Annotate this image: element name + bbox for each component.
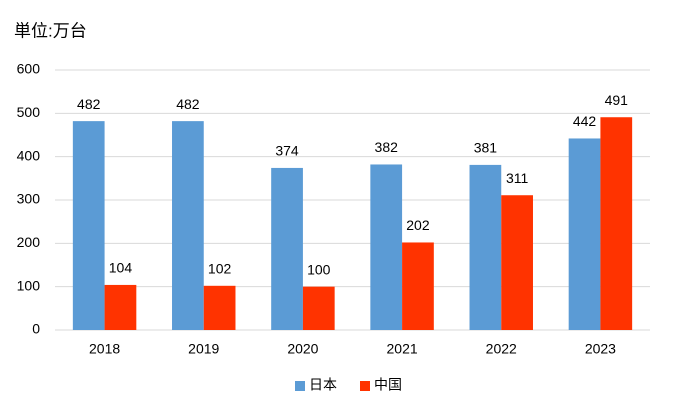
x-tick-label: 2019: [188, 341, 219, 357]
bar: [302, 286, 335, 330]
value-label: 374: [275, 143, 299, 159]
y-tick-label: 300: [17, 191, 41, 207]
x-tick-label: 2021: [387, 341, 418, 357]
x-tick-label: 2023: [585, 341, 616, 357]
bar: [568, 138, 601, 330]
legend-label: 中国: [374, 377, 402, 393]
legend-swatch: [295, 381, 305, 391]
x-tick-label: 2018: [89, 341, 120, 357]
y-tick-label: 200: [17, 234, 41, 250]
bar: [501, 195, 533, 330]
y-tick-label: 400: [17, 147, 41, 163]
value-label: 104: [109, 260, 133, 276]
value-label: 382: [375, 139, 399, 155]
value-label: 202: [406, 217, 430, 233]
value-label: 482: [176, 96, 200, 112]
y-tick-label: 500: [17, 104, 41, 120]
y-tick-label: 100: [17, 277, 41, 293]
value-label: 482: [77, 96, 101, 112]
y-tick-label: 0: [32, 321, 40, 337]
value-label: 491: [605, 92, 629, 108]
bar: [104, 284, 137, 330]
value-label: 381: [474, 140, 498, 156]
value-label: 442: [573, 113, 597, 129]
legend-label: 日本: [309, 377, 337, 393]
bar: [600, 117, 633, 330]
bar: [203, 285, 236, 330]
value-label: 100: [307, 261, 331, 277]
y-tick-label: 600: [17, 61, 41, 77]
bar: [172, 121, 204, 330]
bar: [469, 164, 502, 330]
x-tick-label: 2020: [287, 341, 318, 357]
bar: [271, 167, 303, 330]
bar: [402, 242, 434, 330]
value-label: 102: [208, 261, 232, 277]
value-label: 311: [506, 170, 529, 186]
chart-title: 単位:万台: [14, 21, 87, 40]
x-tick-label: 2022: [486, 341, 517, 357]
bar: [72, 121, 105, 330]
bar: [370, 164, 403, 330]
legend-swatch: [360, 381, 370, 391]
